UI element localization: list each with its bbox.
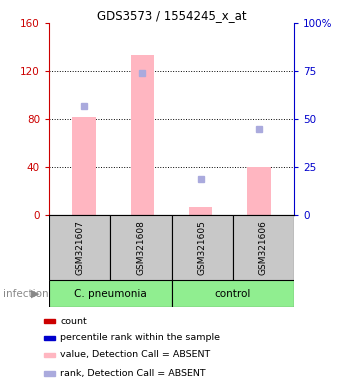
Bar bbox=[44, 353, 55, 357]
Text: ▶: ▶ bbox=[31, 289, 39, 299]
Bar bbox=[172, 280, 294, 307]
Text: C. pneumonia: C. pneumonia bbox=[74, 289, 147, 299]
Text: GSM321606: GSM321606 bbox=[259, 220, 268, 275]
Text: count: count bbox=[60, 316, 87, 326]
Text: GSM321608: GSM321608 bbox=[136, 220, 145, 275]
Bar bbox=[72, 117, 96, 215]
Bar bbox=[49, 215, 110, 280]
Text: value, Detection Call = ABSENT: value, Detection Call = ABSENT bbox=[60, 350, 210, 359]
Bar bbox=[44, 336, 55, 340]
Bar bbox=[131, 55, 154, 215]
Bar bbox=[189, 207, 212, 215]
Text: control: control bbox=[215, 289, 251, 299]
Text: rank, Detection Call = ABSENT: rank, Detection Call = ABSENT bbox=[60, 369, 206, 378]
Bar bbox=[49, 280, 172, 307]
Bar bbox=[110, 215, 172, 280]
Bar bbox=[233, 215, 294, 280]
Title: GDS3573 / 1554245_x_at: GDS3573 / 1554245_x_at bbox=[97, 9, 246, 22]
Text: infection: infection bbox=[4, 289, 49, 299]
Bar bbox=[44, 371, 55, 376]
Text: GSM321605: GSM321605 bbox=[198, 220, 206, 275]
Text: percentile rank within the sample: percentile rank within the sample bbox=[60, 333, 220, 343]
Text: GSM321607: GSM321607 bbox=[75, 220, 84, 275]
Bar bbox=[172, 215, 233, 280]
Bar bbox=[247, 167, 271, 215]
Bar bbox=[44, 319, 55, 323]
